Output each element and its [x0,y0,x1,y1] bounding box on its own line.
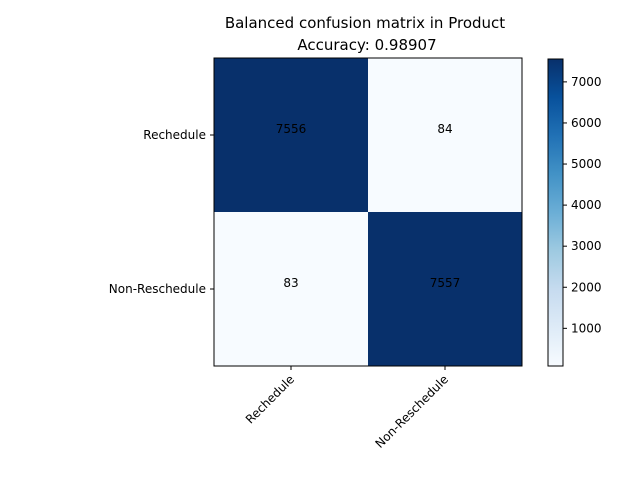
colorbar-tick-label: 6000 [571,116,602,130]
x-tick-label: Non-Reschedule [372,372,451,451]
chart-title: Balanced confusion matrix in Product [225,14,505,32]
cell-value-label: 84 [437,122,452,136]
cell-value-label: 7557 [430,276,461,290]
colorbar-tick-label: 5000 [571,157,602,171]
cell-value-label: 83 [283,276,298,290]
cell-value-label: 7556 [276,122,307,136]
y-tick-label: Rechedule [143,128,206,142]
heatmap-cell [214,212,368,366]
colorbar-ticks: 1000 2000 3000 4000 5000 6000 7000 [563,75,602,335]
colorbar-tick-label: 1000 [571,321,602,335]
colorbar-tick-label: 2000 [571,280,602,294]
heatmap-cell [368,58,522,212]
heatmap-cells [214,58,522,366]
x-axis-ticks: Rechedule Non-Reschedule [243,366,451,451]
heatmap-cell [368,212,522,366]
colorbar-tick-label: 4000 [571,198,602,212]
colorbar-tick-label: 3000 [571,239,602,253]
colorbar [547,58,564,367]
heatmap-cell-labels: 7556 84 83 7557 [276,122,461,290]
colorbar-tick-label: 7000 [571,75,602,89]
y-tick-label: Non-Reschedule [109,282,206,296]
chart-subtitle: Accuracy: 0.98907 [297,36,436,54]
heatmap-cell [214,58,368,212]
x-tick-label: Rechedule [243,372,297,426]
plot-frame [213,57,523,367]
y-axis-ticks: Rechedule Non-Reschedule [109,128,214,296]
